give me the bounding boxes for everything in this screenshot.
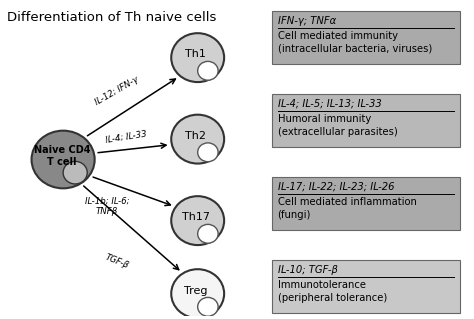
Text: Immunotolerance: Immunotolerance [277, 280, 365, 290]
Ellipse shape [198, 297, 218, 316]
Text: IL-17; IL-22; IL-23; IL-26: IL-17; IL-22; IL-23; IL-26 [277, 182, 394, 192]
Ellipse shape [198, 224, 218, 243]
Ellipse shape [63, 161, 87, 184]
Text: Humoral immunity: Humoral immunity [277, 114, 371, 124]
Text: IL-10; TGF-β: IL-10; TGF-β [277, 265, 337, 275]
Text: Treg: Treg [184, 286, 208, 295]
Ellipse shape [171, 196, 224, 245]
FancyBboxPatch shape [272, 11, 460, 64]
Ellipse shape [198, 143, 218, 162]
Text: (fungi): (fungi) [277, 210, 311, 220]
Text: Th1: Th1 [185, 49, 206, 60]
Text: IL-12; IFN-γ: IL-12; IFN-γ [93, 75, 140, 107]
Text: TGF-β: TGF-β [103, 253, 130, 270]
Text: IL-4; IL-33: IL-4; IL-33 [104, 129, 147, 145]
Ellipse shape [171, 115, 224, 164]
Ellipse shape [32, 131, 95, 188]
Text: Th17: Th17 [182, 212, 210, 222]
Ellipse shape [198, 61, 218, 80]
FancyBboxPatch shape [272, 260, 460, 313]
Text: Naive CD4
T cell: Naive CD4 T cell [34, 145, 91, 167]
Ellipse shape [171, 33, 224, 82]
Ellipse shape [171, 269, 224, 318]
Text: IL-1b; IL-6;
TNFβ: IL-1b; IL-6; TNFβ [85, 197, 129, 216]
Text: Cell mediated inflammation: Cell mediated inflammation [277, 197, 416, 207]
Text: (extracellular parasites): (extracellular parasites) [277, 127, 397, 137]
Text: Cell mediated immunity: Cell mediated immunity [277, 31, 398, 41]
Text: (peripheral tolerance): (peripheral tolerance) [277, 293, 387, 303]
Text: IL-4; IL-5; IL-13; IL-33: IL-4; IL-5; IL-13; IL-33 [277, 99, 381, 109]
Text: (intracellular bacteria, viruses): (intracellular bacteria, viruses) [277, 44, 432, 54]
FancyBboxPatch shape [272, 177, 460, 230]
Text: Th2: Th2 [185, 131, 206, 141]
Text: Differentiation of Th naive cells: Differentiation of Th naive cells [8, 11, 217, 24]
FancyBboxPatch shape [272, 94, 460, 147]
Text: IFN-γ; TNFα: IFN-γ; TNFα [277, 16, 336, 26]
